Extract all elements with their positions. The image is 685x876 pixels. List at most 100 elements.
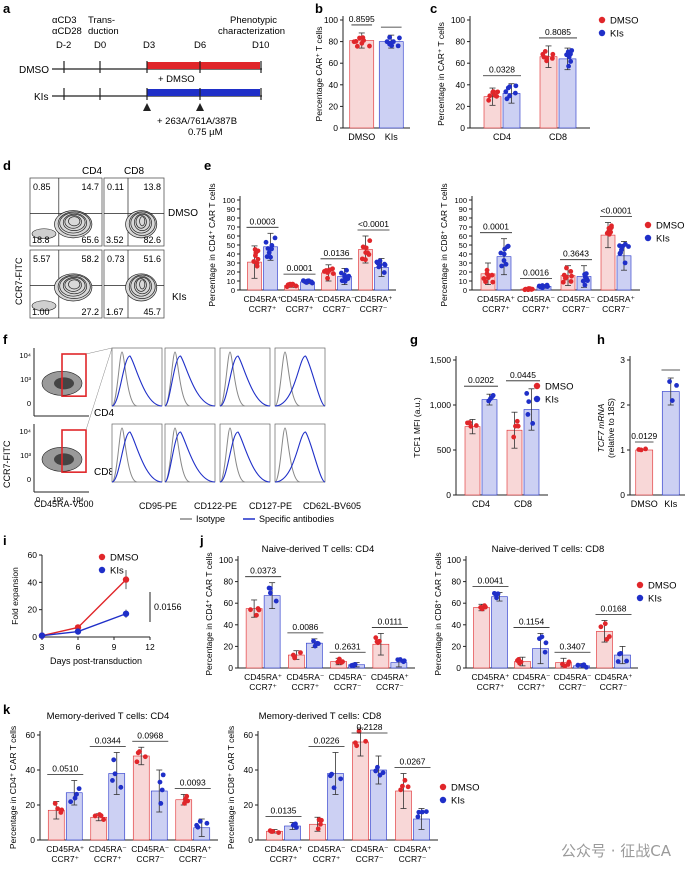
legend-kis-label: KIs	[451, 796, 465, 807]
category-label: CD45RA⁺	[471, 672, 510, 682]
data-point	[606, 634, 612, 639]
y-tick-label: 10	[227, 277, 235, 286]
quad-tl: 0.85	[33, 182, 51, 192]
k-right-title: Memory-derived T cells: CD8	[259, 711, 382, 722]
data-point	[575, 662, 581, 668]
data-point	[74, 628, 82, 635]
data-point	[273, 598, 279, 604]
specific-curve	[219, 355, 271, 407]
y-tick-label: 80	[459, 214, 467, 223]
bar	[175, 799, 193, 841]
data-point	[331, 785, 337, 791]
data-point	[568, 279, 574, 284]
y-tick-label: 20	[227, 268, 235, 277]
y-tick-label: 0	[456, 663, 461, 673]
data-point	[52, 801, 58, 806]
x-tick-label: 9	[112, 642, 117, 652]
data-point	[560, 279, 566, 285]
data-point	[318, 821, 323, 827]
legend-dmso-label: DMSO	[656, 221, 685, 232]
pvalue-label: 0.0136	[324, 248, 350, 258]
f-hist-2-1	[111, 423, 163, 483]
y-tick-label: 60	[459, 232, 467, 241]
y-axis-label: Percentage in CD8⁺ CAR T cells	[226, 726, 236, 849]
flow-plot-4: 0.73 51.6 1.67 45.7	[103, 249, 165, 319]
y-tick-label: 0	[248, 835, 253, 845]
y-tick-label: 20	[459, 268, 467, 277]
category-label: CD45RA⁺	[477, 294, 516, 304]
data-point	[111, 757, 117, 763]
data-point	[182, 800, 187, 806]
h-ylabel-2: (relative to 18S)	[606, 398, 616, 458]
a-row-dmso: DMSO	[19, 65, 49, 76]
data-point	[542, 48, 548, 54]
category-label: CD45RA⁺	[46, 844, 85, 854]
a-arrow-d6	[196, 103, 204, 111]
data-point	[354, 743, 360, 749]
x-tick-label: 0	[36, 495, 40, 504]
y-tick-label: 40	[227, 250, 235, 259]
data-point	[602, 621, 608, 627]
y-tick-label: 80	[329, 37, 339, 47]
quad-tr: 51.6	[143, 254, 161, 264]
data-point	[490, 279, 496, 285]
data-point	[329, 771, 335, 777]
data-point	[566, 63, 571, 69]
data-point	[402, 777, 408, 783]
data-point	[537, 636, 542, 642]
quad-br: 82.6	[143, 235, 161, 245]
data-point	[468, 423, 474, 429]
legend-kis-dot	[533, 395, 541, 403]
data-point	[561, 272, 567, 278]
data-point	[423, 809, 429, 815]
data-point	[607, 226, 613, 232]
isotype-curve	[111, 427, 138, 483]
legend-dmso-dot	[439, 783, 447, 791]
y-tick-label: 40	[244, 765, 254, 775]
pvalue-label: 0.0093	[180, 778, 206, 788]
pvalue-label: 0.0003	[250, 216, 276, 226]
f-density-2: 10⁴ 10³ 0 0 10³ 10⁴	[19, 347, 113, 504]
y-axis-label: Percentage in CAR⁺ T cells	[436, 22, 446, 126]
y-tick-label: 0	[27, 399, 31, 408]
watermark: 公众号 · 征战CA	[560, 842, 671, 860]
y-tick-label: 0	[446, 490, 451, 500]
data-point	[498, 250, 504, 256]
contour	[68, 216, 81, 227]
category-label: CCR7⁻	[562, 304, 590, 314]
data-point	[565, 49, 571, 55]
contour	[62, 277, 86, 295]
data-point	[352, 661, 358, 667]
data-point	[160, 772, 166, 778]
x-tick-label: 10⁴	[72, 495, 84, 504]
legend-dmso-dot	[598, 16, 606, 24]
category-label: CCR7⁺	[286, 304, 314, 314]
panel-c-letter: c	[430, 1, 437, 16]
pvalue-label: 0.0001	[483, 222, 509, 232]
y-tick-label: 40	[329, 80, 339, 90]
data-point	[415, 814, 421, 820]
y-tick-label: 60	[224, 598, 234, 608]
data-point	[513, 83, 519, 89]
f-marker-cd127: CD127-PE	[249, 501, 292, 511]
contour	[135, 278, 147, 292]
data-point	[309, 279, 314, 285]
legend-dmso-dot	[636, 581, 644, 589]
legend-kis-dot	[98, 566, 106, 574]
y-tick-label: 1,500	[430, 355, 452, 365]
data-point	[416, 809, 422, 815]
bar	[132, 755, 150, 841]
chart-c: 0 20 40 60 80 100 Percentage in CAR⁺ T cells 0.…	[436, 15, 590, 142]
pvalue-label: 0.0086	[292, 622, 318, 632]
isotype-curve	[219, 427, 246, 483]
legend-kis-label: KIs	[610, 29, 624, 40]
data-point	[391, 39, 396, 45]
legend-kis-label: KIs	[648, 594, 662, 605]
flow-plot-2: 0.11 13.8 3.52 82.6	[103, 177, 165, 247]
a-row-kis: KIs	[34, 92, 48, 103]
a-day-d3: D3	[143, 40, 155, 51]
f-legend-specific: Specific antibodies	[259, 514, 335, 524]
data-point	[636, 447, 642, 452]
gate-box	[61, 353, 87, 397]
f-row-cd4: CD4	[94, 408, 114, 419]
